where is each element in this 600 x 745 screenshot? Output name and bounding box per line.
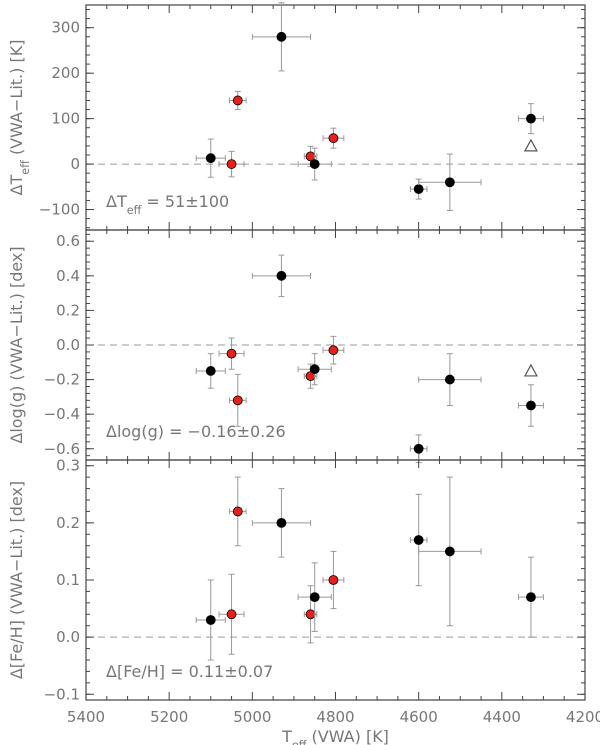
data-point-2-3 <box>232 395 243 406</box>
y-tick-label: 0.1 <box>56 571 80 589</box>
x-tick-label: 4200 <box>566 708 600 726</box>
y-tick-label: 100 <box>51 110 80 128</box>
annotation: Δ[Fe/H] = 0.11±0.07 <box>106 662 273 681</box>
data-point-2-9 <box>444 374 455 385</box>
y-tick-label: 0.4 <box>56 267 80 285</box>
annotation-teff: ΔTeff = 51±100 <box>106 192 229 217</box>
x-axis-label: Teff (VWA) [K] <box>281 727 389 745</box>
annotation: Δlog(g) = −0.16±0.26 <box>106 422 286 441</box>
data-point-2-2 <box>226 348 237 359</box>
y-tick-label: 200 <box>51 64 80 82</box>
data-point-1-2 <box>226 159 237 169</box>
data-point-1-9 <box>444 177 455 188</box>
y-axis-label: Δlog(g) (VWA−Lit.) [dex] <box>7 246 26 443</box>
x-tick-label: 5000 <box>233 708 271 726</box>
y-tick-label: 0.2 <box>56 514 80 532</box>
data-point-2-8 <box>413 443 424 454</box>
data-point-3-8 <box>413 535 424 545</box>
data-point-2-10 <box>526 400 536 411</box>
y-tick-label: −0.6 <box>44 440 80 458</box>
y-tick-label: −0.1 <box>44 685 80 703</box>
triangle-marker <box>523 138 538 152</box>
y-tick-label: −0.4 <box>44 405 80 423</box>
data-point-2-4 <box>276 270 287 281</box>
x-tick-label: 5400 <box>67 708 105 726</box>
triangle-marker <box>523 363 538 377</box>
data-point-3-4 <box>276 517 287 528</box>
y-tick-label: 0.0 <box>56 628 80 646</box>
data-point-1-4 <box>276 31 287 42</box>
y-tick-label: −100 <box>39 201 80 219</box>
y-tick-label: 0.6 <box>56 232 80 250</box>
y-axis-label-teff: ΔTeff (VWA−Lit.) [K] <box>7 40 32 196</box>
data-point-1-1 <box>205 153 216 164</box>
x-tick-label: 4800 <box>316 708 354 726</box>
y-tick-label: 300 <box>51 19 80 37</box>
data-point-3-7 <box>328 575 339 585</box>
x-tick-label: 4600 <box>400 708 438 726</box>
data-point-3-9 <box>444 546 455 557</box>
data-point-2-6 <box>309 364 320 375</box>
data-point-1-3 <box>232 95 243 106</box>
y-tick-label: 0 <box>70 155 80 173</box>
data-point-2-7 <box>328 345 339 356</box>
y-axis-label: Δ[Fe/H] (VWA−Lit.) [dex] <box>7 481 26 679</box>
y-tick-label: 0.0 <box>56 336 80 354</box>
data-point-1-8 <box>413 184 424 194</box>
data-point-3-3 <box>232 506 243 517</box>
data-point-3-10 <box>526 592 536 603</box>
x-tick-label: 5200 <box>150 708 188 726</box>
data-point-3-2 <box>226 609 237 620</box>
y-tick-label: −0.2 <box>44 371 80 389</box>
data-point-1-7 <box>328 133 339 144</box>
data-point-3-5 <box>305 609 316 620</box>
data-point-2-1 <box>205 366 216 376</box>
data-point-1-10 <box>526 113 536 124</box>
data-point-3-6 <box>309 592 320 603</box>
x-tick-label: 4400 <box>483 708 521 726</box>
y-tick-label: 0.3 <box>56 457 80 475</box>
data-point-3-1 <box>205 615 216 625</box>
y-tick-label: 0.2 <box>56 301 80 319</box>
data-point-1-6 <box>309 159 320 169</box>
